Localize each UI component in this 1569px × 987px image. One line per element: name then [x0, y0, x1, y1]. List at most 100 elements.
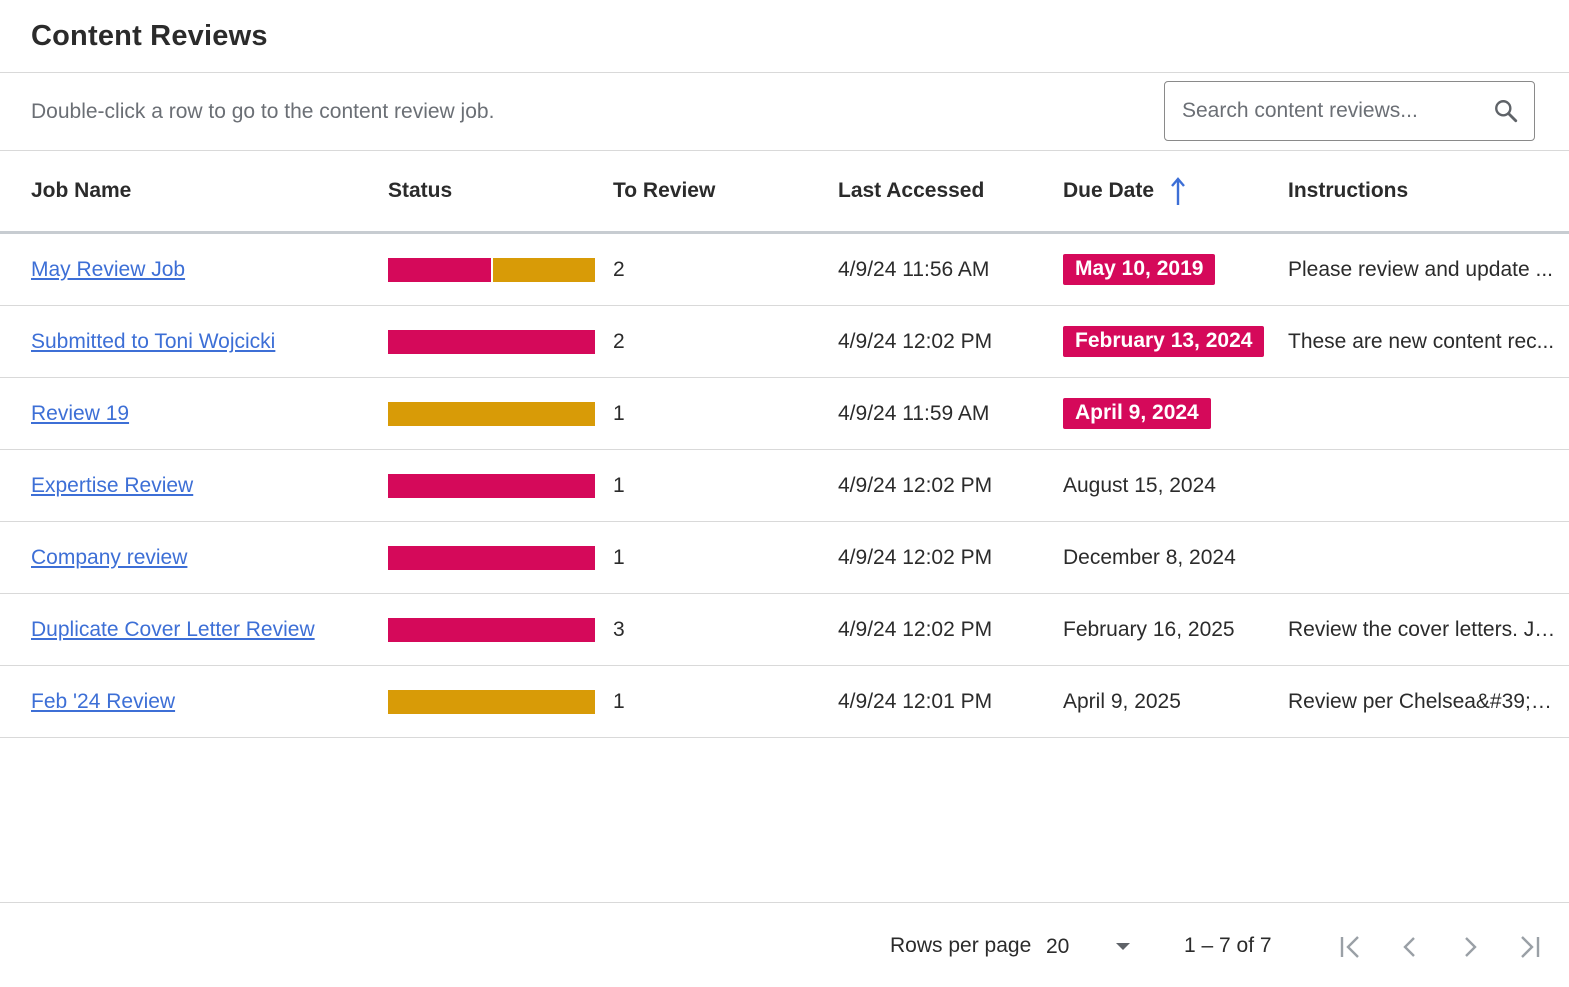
table-row[interactable]: Duplicate Cover Letter Review 3 4/9/24 1…	[0, 594, 1569, 666]
status-progress-bar	[388, 329, 595, 354]
cell-status	[388, 617, 613, 642]
status-segment-gap	[490, 257, 493, 282]
job-name-link[interactable]: Company review	[31, 545, 188, 569]
table-body: May Review Job 2 4/9/24 11:56 AM May 10,…	[0, 234, 1569, 738]
status-progress-bar	[388, 689, 595, 714]
cell-due-date: August 15, 2024	[1063, 474, 1288, 498]
job-name-link[interactable]: Duplicate Cover Letter Review	[31, 617, 315, 641]
status-segment	[388, 257, 491, 282]
column-header-job-name[interactable]: Job Name	[0, 179, 388, 203]
cell-status	[388, 329, 613, 354]
caret-down-icon	[1116, 938, 1130, 956]
column-header-to-review[interactable]: To Review	[613, 179, 838, 203]
cell-instructions: Review the cover letters. Je...	[1288, 618, 1569, 642]
rows-per-page-value: 20	[1046, 935, 1070, 958]
status-segment	[388, 329, 595, 354]
overdue-date-badge: April 9, 2024	[1063, 398, 1211, 429]
cell-last-accessed: 4/9/24 12:02 PM	[838, 617, 993, 641]
table-row[interactable]: Feb '24 Review 1 4/9/24 12:01 PM April 9…	[0, 666, 1569, 738]
cell-last-accessed: 4/9/24 12:02 PM	[838, 473, 993, 497]
cell-status	[388, 473, 613, 498]
page-title: Content Reviews	[31, 19, 268, 52]
table-row[interactable]: Review 19 1 4/9/24 11:59 AM April 9, 202…	[0, 378, 1569, 450]
toolbar: Double-click a row to go to the content …	[0, 73, 1569, 151]
cell-due-date: December 8, 2024	[1063, 546, 1288, 570]
cell-last-accessed: 4/9/24 12:02 PM	[838, 329, 993, 353]
cell-instructions: Review per Chelsea&#39;s ...	[1288, 690, 1569, 714]
status-segment	[388, 473, 595, 498]
page-range: 1 – 7 of 7	[1184, 934, 1272, 957]
cell-job-name: Submitted to Toni Wojcicki	[0, 330, 388, 354]
status-segment	[388, 401, 595, 426]
arrow-up-icon[interactable]	[1170, 176, 1186, 206]
due-date-text: August 15, 2024	[1063, 473, 1216, 497]
column-label: Status	[388, 179, 453, 202]
column-header-due-date[interactable]: Due Date	[1063, 176, 1288, 206]
cell-due-date: February 13, 2024	[1063, 326, 1288, 357]
next-page-icon[interactable]	[1454, 931, 1486, 963]
status-progress-bar	[388, 545, 595, 570]
first-page-icon[interactable]	[1334, 931, 1366, 963]
cell-last-accessed: 4/9/24 11:59 AM	[838, 401, 990, 425]
cell-due-date: May 10, 2019	[1063, 254, 1288, 285]
column-header-last-accessed[interactable]: Last Accessed	[838, 179, 1063, 203]
job-name-link[interactable]: Feb '24 Review	[31, 689, 176, 713]
due-date-text: April 9, 2025	[1063, 689, 1181, 713]
cell-job-name: Company review	[0, 546, 388, 570]
table-row[interactable]: Expertise Review 1 4/9/24 12:02 PM Augus…	[0, 450, 1569, 522]
instructions-text: These are new content rec...	[1288, 329, 1555, 353]
search-box[interactable]	[1164, 80, 1535, 141]
status-progress-bar	[388, 617, 595, 642]
cell-status	[388, 689, 613, 714]
status-segment	[388, 689, 595, 714]
search-icon[interactable]	[1492, 97, 1520, 125]
status-progress-bar	[388, 257, 595, 282]
job-name-link[interactable]: May Review Job	[31, 257, 186, 281]
overdue-date-badge: May 10, 2019	[1063, 254, 1216, 285]
status-segment	[388, 545, 595, 570]
status-progress-bar	[388, 401, 595, 426]
column-header-instructions[interactable]: Instructions	[1288, 179, 1569, 203]
cell-job-name: May Review Job	[0, 258, 388, 282]
cell-instructions: Please review and update ...	[1288, 258, 1569, 282]
cell-job-name: Duplicate Cover Letter Review	[0, 618, 388, 642]
cell-due-date: April 9, 2024	[1063, 398, 1288, 429]
search-input[interactable]	[1182, 98, 1492, 123]
due-date-text: February 16, 2025	[1063, 617, 1235, 641]
hint-text: Double-click a row to go to the content …	[31, 99, 495, 123]
table-row[interactable]: Submitted to Toni Wojcicki 2 4/9/24 12:0…	[0, 306, 1569, 378]
cell-status	[388, 401, 613, 426]
instructions-text: Review the cover letters. Je...	[1288, 617, 1562, 641]
cell-status	[388, 545, 613, 570]
column-header-status[interactable]: Status	[388, 179, 613, 203]
table-row[interactable]: May Review Job 2 4/9/24 11:56 AM May 10,…	[0, 234, 1569, 306]
content-reviews-table: Job Name Status To Review Last Accessed …	[0, 151, 1569, 738]
cell-to-review: 1	[613, 545, 625, 569]
cell-to-review: 1	[613, 473, 625, 497]
job-name-link[interactable]: Review 19	[31, 401, 130, 425]
table-row[interactable]: Company review 1 4/9/24 12:02 PM Decembe…	[0, 522, 1569, 594]
instructions-text: Please review and update ...	[1288, 257, 1554, 281]
cell-due-date: April 9, 2025	[1063, 690, 1288, 714]
cell-to-review: 2	[613, 329, 625, 353]
column-label: Due Date	[1063, 179, 1155, 202]
cell-job-name: Review 19	[0, 402, 388, 426]
last-page-icon[interactable]	[1514, 931, 1546, 963]
cell-to-review: 3	[613, 617, 625, 641]
status-segment	[388, 617, 595, 642]
job-name-link[interactable]: Submitted to Toni Wojcicki	[31, 329, 276, 353]
column-label: To Review	[613, 179, 716, 202]
table-header: Job Name Status To Review Last Accessed …	[0, 151, 1569, 234]
previous-page-icon[interactable]	[1394, 931, 1426, 963]
rows-per-page-select[interactable]: 20	[1046, 932, 1130, 962]
cell-due-date: February 16, 2025	[1063, 618, 1288, 642]
rows-per-page-label: Rows per page	[890, 934, 1032, 957]
cell-to-review: 1	[613, 689, 625, 713]
status-segment	[492, 257, 595, 282]
column-label: Instructions	[1288, 179, 1409, 202]
column-label: Last Accessed	[838, 179, 985, 202]
overdue-date-badge: February 13, 2024	[1063, 326, 1265, 357]
job-name-link[interactable]: Expertise Review	[31, 473, 194, 497]
instructions-text: Review per Chelsea&#39;s ...	[1288, 689, 1562, 713]
cell-job-name: Expertise Review	[0, 474, 388, 498]
